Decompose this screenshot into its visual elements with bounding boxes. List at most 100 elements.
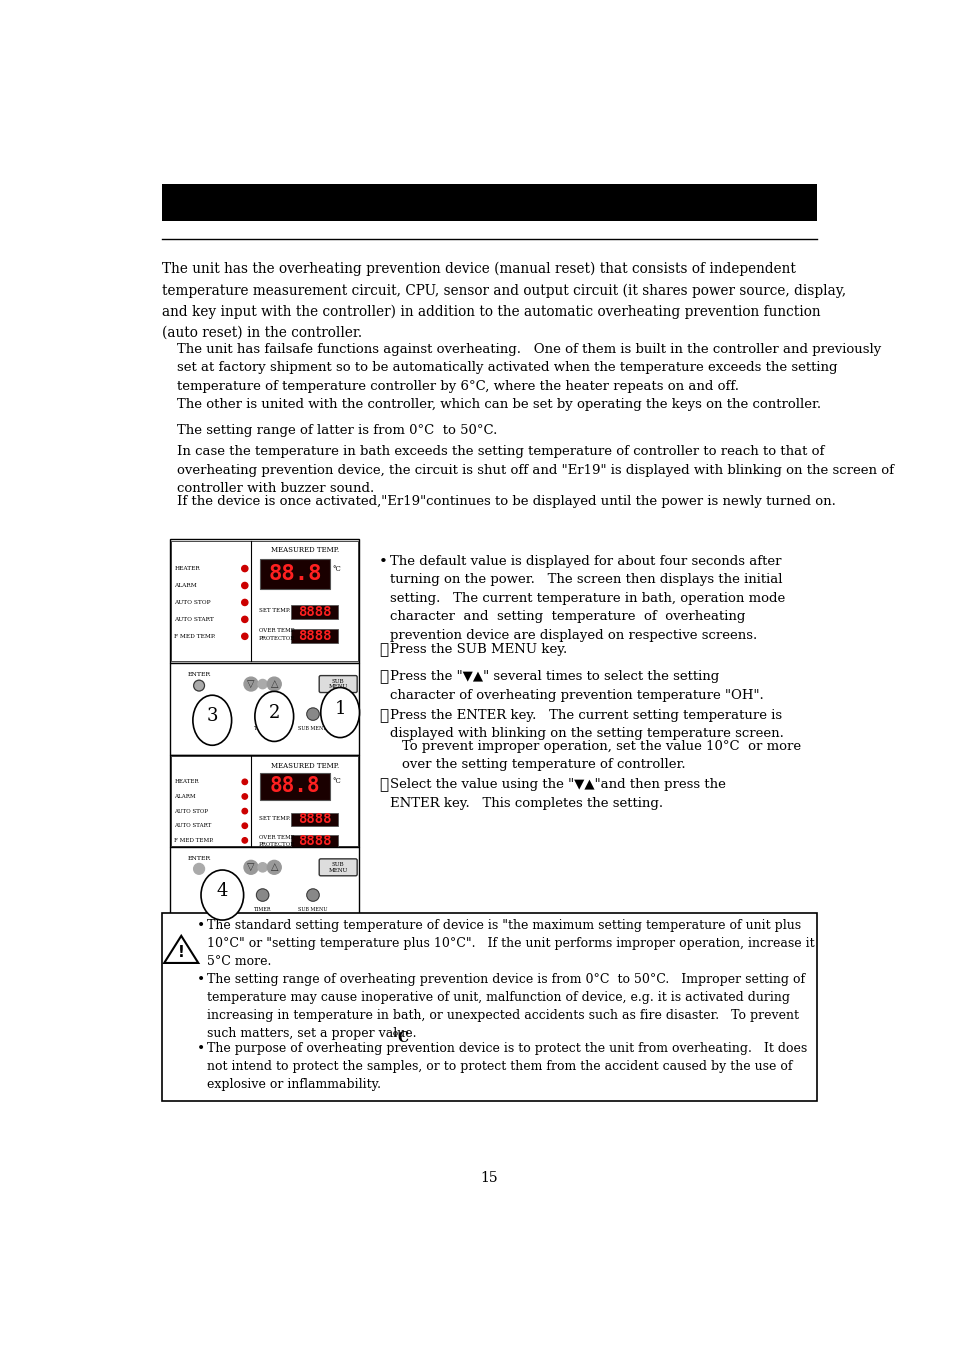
- Text: •: •: [196, 919, 205, 933]
- Text: 3: 3: [206, 707, 218, 725]
- Circle shape: [244, 860, 257, 875]
- Text: TIMER: TIMER: [253, 726, 271, 730]
- Circle shape: [241, 599, 248, 606]
- Text: ②: ②: [378, 670, 388, 684]
- Circle shape: [256, 707, 269, 721]
- Bar: [170, 755, 359, 848]
- Text: The default value is displayed for about four seconds after
turning on the power: The default value is displayed for about…: [390, 555, 784, 641]
- Text: 88.8: 88.8: [268, 564, 321, 585]
- Circle shape: [257, 863, 267, 872]
- Bar: [170, 848, 359, 917]
- Text: °C: °C: [391, 1030, 409, 1045]
- Bar: [171, 756, 357, 845]
- Circle shape: [257, 679, 267, 688]
- Text: To prevent improper operation, set the value 10°C  or more
over the setting temp: To prevent improper operation, set the v…: [402, 740, 801, 771]
- Circle shape: [241, 582, 248, 589]
- Text: TIMER: TIMER: [253, 907, 271, 911]
- Text: AUTO STOP: AUTO STOP: [174, 809, 208, 814]
- Text: △: △: [271, 863, 277, 872]
- Text: 2: 2: [269, 703, 279, 721]
- Text: AUTO START: AUTO START: [174, 617, 213, 622]
- Bar: [260, 774, 330, 801]
- Ellipse shape: [201, 869, 243, 921]
- Text: If the device is once activated,"Er19"continues to be displayed until the power : If the device is once activated,"Er19"co…: [177, 494, 836, 508]
- Circle shape: [210, 707, 222, 721]
- Circle shape: [256, 888, 269, 902]
- Text: In case the temperature in bath exceeds the setting temperature of controller to: In case the temperature in bath exceeds …: [177, 446, 894, 495]
- Circle shape: [241, 633, 248, 640]
- Bar: [291, 813, 337, 826]
- Text: SET TEMP.: SET TEMP.: [258, 609, 290, 613]
- Text: OVER TEMP.: OVER TEMP.: [258, 834, 294, 840]
- Text: Select the value using the "▼▲"and then press the
ENTER key.   This completes th: Select the value using the "▼▲"and then …: [390, 778, 725, 810]
- Circle shape: [242, 779, 247, 784]
- Text: The purpose of overheating prevention device is to protect the unit from overhea: The purpose of overheating prevention de…: [207, 1042, 806, 1091]
- Circle shape: [242, 809, 247, 814]
- Bar: [170, 663, 359, 755]
- Text: SET TEMP.: SET TEMP.: [258, 817, 290, 821]
- FancyBboxPatch shape: [319, 859, 356, 876]
- Text: SET
TEMP.: SET TEMP.: [208, 726, 224, 736]
- Text: 15: 15: [479, 1172, 497, 1185]
- Circle shape: [241, 566, 248, 571]
- Bar: [291, 605, 337, 618]
- Circle shape: [242, 824, 247, 829]
- Text: 8888: 8888: [297, 811, 331, 826]
- Text: ①: ①: [378, 643, 388, 657]
- Text: PROTECTOR: PROTECTOR: [258, 841, 294, 846]
- Text: OVER TEMP.: OVER TEMP.: [258, 629, 294, 633]
- Bar: [260, 559, 330, 589]
- Text: 8888: 8888: [297, 834, 331, 848]
- Ellipse shape: [193, 695, 232, 745]
- Text: F MED TEMP.: F MED TEMP.: [174, 838, 213, 842]
- Text: SET
TEMP.: SET TEMP.: [208, 907, 224, 917]
- Text: ENTER: ENTER: [188, 672, 211, 678]
- Circle shape: [307, 888, 319, 902]
- Text: ALARM: ALARM: [174, 794, 195, 799]
- Circle shape: [241, 617, 248, 622]
- Circle shape: [193, 680, 204, 691]
- Circle shape: [267, 678, 281, 691]
- Bar: [171, 541, 357, 662]
- Text: SUB
MENU: SUB MENU: [328, 861, 347, 872]
- Text: SUB
MENU: SUB MENU: [328, 679, 347, 690]
- Text: 8888: 8888: [297, 605, 331, 618]
- Text: HEATER: HEATER: [174, 566, 200, 571]
- Text: 8888: 8888: [297, 629, 331, 644]
- Text: Press the SUB MENU key.: Press the SUB MENU key.: [390, 643, 566, 656]
- Text: MEASURED TEMP.: MEASURED TEMP.: [271, 547, 339, 553]
- Circle shape: [307, 707, 319, 721]
- Text: The unit has failsafe functions against overheating.   One of them is built in t: The unit has failsafe functions against …: [177, 343, 881, 412]
- Bar: [162, 184, 816, 220]
- Text: •: •: [378, 555, 387, 568]
- Text: !: !: [177, 945, 185, 960]
- Text: △: △: [271, 679, 277, 688]
- Text: SUB MENU: SUB MENU: [298, 726, 327, 730]
- Circle shape: [242, 794, 247, 799]
- Text: ENTER: ENTER: [188, 856, 211, 860]
- Text: ③: ③: [378, 709, 388, 722]
- Ellipse shape: [320, 687, 359, 737]
- Text: •: •: [196, 973, 205, 987]
- Text: ▽: ▽: [247, 863, 254, 872]
- Text: SUB MENU: SUB MENU: [298, 907, 327, 911]
- Text: °C: °C: [332, 778, 341, 786]
- Bar: [291, 836, 337, 848]
- Text: F MED TEMP.: F MED TEMP.: [174, 633, 215, 639]
- Text: Press the ENTER key.   The current setting temperature is
displayed with blinkin: Press the ENTER key. The current setting…: [390, 709, 782, 740]
- Text: ④: ④: [378, 778, 388, 792]
- FancyBboxPatch shape: [319, 675, 356, 693]
- Bar: [162, 913, 816, 1102]
- Text: °C: °C: [332, 564, 341, 572]
- Text: AUTO START: AUTO START: [174, 824, 212, 829]
- Text: MEASURED TEMP.: MEASURED TEMP.: [271, 761, 339, 770]
- Text: ALARM: ALARM: [174, 583, 197, 589]
- Text: Press the "▼▲" several times to select the setting
character of overheating prev: Press the "▼▲" several times to select t…: [390, 670, 762, 702]
- Text: 1: 1: [334, 699, 346, 718]
- Circle shape: [267, 860, 281, 875]
- Bar: [170, 539, 359, 663]
- Text: 88.8: 88.8: [270, 776, 320, 796]
- Text: The unit has the overheating prevention device (manual reset) that consists of i: The unit has the overheating prevention …: [162, 262, 845, 340]
- Circle shape: [244, 678, 257, 691]
- Text: The setting range of latter is from 0°C  to 50°C.: The setting range of latter is from 0°C …: [177, 424, 497, 437]
